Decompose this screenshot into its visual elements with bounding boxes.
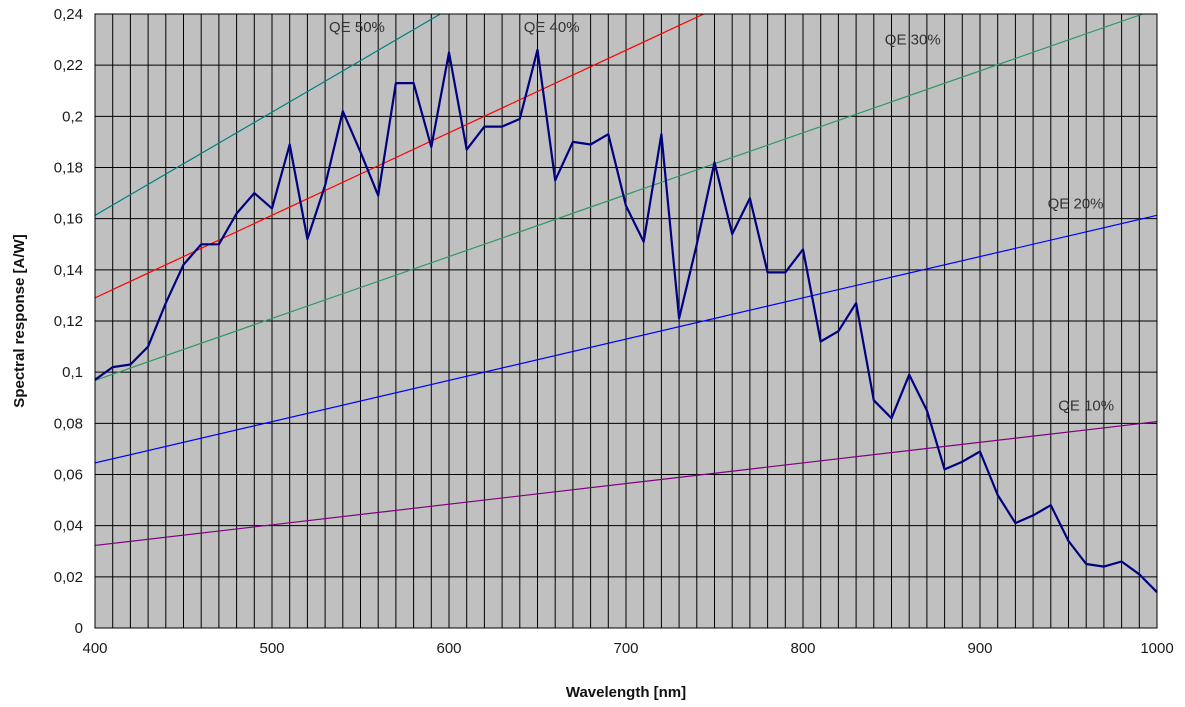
x-tick-labels: 400 500 600 700 800 900 1000 <box>82 640 1173 657</box>
y-tick-label: 0,02 <box>54 569 83 586</box>
x-tick-label: 500 <box>259 640 284 657</box>
x-tick-label: 800 <box>790 640 815 657</box>
y-tick-label: 0,22 <box>54 57 83 74</box>
qe-lines-layer <box>95 14 1157 547</box>
y-tick-labels: 0 0,02 0,04 0,06 0,08 0,1 0,12 0,14 0,16 0,18 0,2 0… <box>54 6 83 637</box>
grid-layer <box>95 14 1157 628</box>
y-tick-label: 0,24 <box>54 6 83 23</box>
y-tick-label: 0 <box>75 620 83 637</box>
series-layer <box>94 48 1158 593</box>
plot-border <box>94 13 1158 629</box>
qe-line-4 <box>95 14 706 299</box>
y-tick-label: 0,18 <box>54 160 83 177</box>
y-tick-label: 0,2 <box>62 108 83 125</box>
x-tick-label: 600 <box>436 640 461 657</box>
series-line-1 <box>94 48 1158 593</box>
x-tick-label: 900 <box>967 640 992 657</box>
x-tick-label: 700 <box>613 640 638 657</box>
qe-label-5: QE 50% <box>329 19 385 36</box>
qe-label-2: QE 20% <box>1048 195 1104 212</box>
qe-label-4: QE 40% <box>524 19 580 36</box>
qe-line-2 <box>95 214 1157 464</box>
y-tick-label: 0,04 <box>54 518 83 535</box>
x-tick-label: 400 <box>82 640 107 657</box>
qe-line-1 <box>95 421 1157 547</box>
y-tick-label: 0,12 <box>54 313 83 330</box>
y-tick-label: 0,06 <box>54 467 83 484</box>
x-tick-label: 1000 <box>1140 640 1173 657</box>
y-tick-label: 0,1 <box>62 364 83 381</box>
qe-label-3: QE 30% <box>885 32 941 49</box>
y-axis-title: Spectral response [A/W] <box>11 234 28 407</box>
qe-line-3 <box>95 14 1145 381</box>
x-axis-title: Wavelength [nm] <box>566 684 686 701</box>
qe-line-5 <box>95 14 442 216</box>
y-tick-label: 0,14 <box>54 262 83 279</box>
y-tick-label: 0,08 <box>54 415 83 432</box>
y-tick-label: 0,16 <box>54 211 83 228</box>
qe-label-1: QE 10% <box>1058 398 1114 415</box>
